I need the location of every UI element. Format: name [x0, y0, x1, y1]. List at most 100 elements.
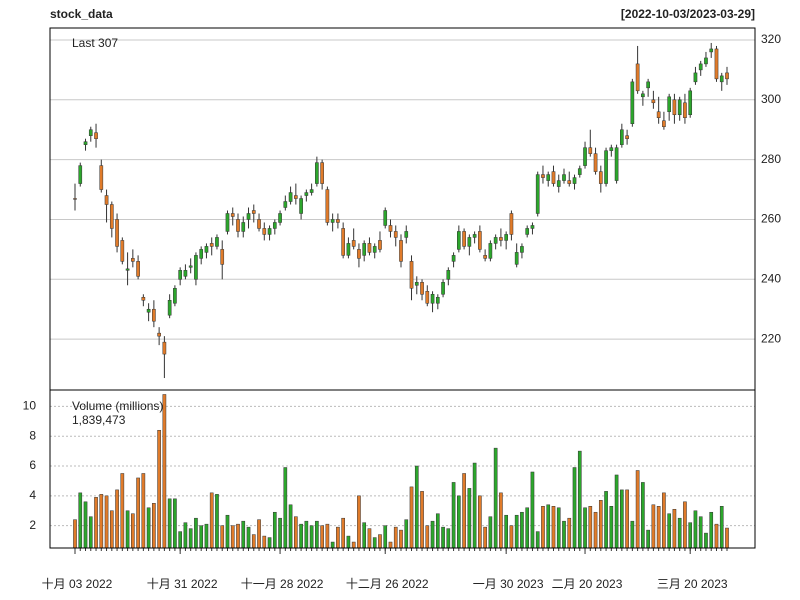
candle-body: [409, 261, 414, 289]
volume-bar: [598, 500, 603, 549]
x-tick-label: 一月 30 2023: [473, 577, 544, 591]
candle-body: [572, 177, 577, 184]
candle-body: [299, 198, 303, 214]
volume-bar: [162, 394, 167, 549]
candle-body: [199, 249, 204, 259]
candle-body: [698, 63, 703, 71]
volume-bar: [593, 511, 598, 549]
volume-last-label: 1,839,473: [72, 413, 126, 427]
volume-bar: [635, 470, 640, 549]
volume-bar: [246, 526, 251, 549]
candle-body: [204, 246, 209, 253]
volume-bar: [83, 501, 88, 549]
candle-body: [709, 48, 714, 53]
candle-body: [472, 234, 477, 238]
volume-bar: [409, 486, 414, 549]
volume-bar: [399, 529, 403, 549]
candle-body: [583, 147, 587, 166]
candle-body: [257, 219, 261, 229]
candle-body: [425, 291, 430, 304]
x-tick-label: 十月 03 2022: [42, 577, 113, 591]
x-tick-label: 十二月 26 2022: [346, 577, 429, 591]
candle-body: [535, 174, 540, 214]
volume-bar: [683, 501, 687, 549]
candle-body: [246, 213, 251, 220]
candle-body: [230, 213, 235, 217]
volume-bar: [404, 519, 409, 549]
y-tick-label: 280: [761, 152, 781, 166]
candle-body: [178, 270, 182, 280]
candle-body: [620, 129, 624, 145]
y-tick-label: 260: [761, 212, 781, 226]
candle-body: [399, 240, 403, 262]
volume-bar: [478, 495, 482, 549]
candle-body: [567, 180, 572, 184]
candle-body: [588, 147, 593, 154]
volume-bar: [257, 519, 261, 549]
volume-bar: [278, 517, 282, 549]
volume-bar: [330, 541, 335, 549]
volume-bar: [530, 471, 535, 549]
volume-bar: [672, 508, 677, 549]
candle-body: [325, 189, 330, 223]
candle-body: [236, 219, 240, 232]
volume-bar: [241, 520, 246, 549]
volume-bar: [115, 489, 119, 549]
candle-body: [372, 246, 377, 253]
candle-body: [88, 129, 93, 136]
candle-body: [267, 228, 272, 235]
volume-bar: [604, 491, 608, 549]
volume-bar: [546, 504, 551, 549]
volume-bar: [499, 492, 503, 549]
candle-body: [162, 341, 167, 355]
volume-bar: [435, 513, 440, 549]
candle-body: [83, 141, 88, 145]
volume-bar: [141, 473, 146, 549]
volume-bar: [173, 498, 177, 549]
volume-bar: [351, 541, 356, 549]
candle-body: [78, 165, 83, 184]
volume-bar: [178, 531, 182, 549]
volume-bar: [562, 520, 566, 549]
candle-body: [520, 246, 524, 253]
candle-body: [99, 165, 104, 190]
candle-body: [115, 219, 119, 247]
volume-bar: [109, 510, 114, 549]
volume-bar: [693, 510, 698, 549]
volume-bar: [146, 507, 151, 549]
volume-bar: [504, 514, 508, 549]
volume-bar: [372, 537, 377, 549]
candle-body: [388, 225, 393, 232]
candle-body: [209, 243, 214, 247]
candle-body: [525, 228, 530, 235]
candle-body: [635, 63, 640, 92]
volume-bar: [199, 525, 204, 549]
volume-bar: [493, 447, 498, 549]
candle-body: [688, 90, 693, 116]
volume-bar: [462, 473, 466, 549]
candle-body: [188, 265, 193, 268]
candle-body: [404, 231, 409, 238]
volume-bar: [714, 523, 719, 549]
volume-bar: [209, 492, 214, 549]
volume-bar: [430, 520, 435, 549]
volume-bar: [194, 517, 198, 549]
candle-body: [530, 225, 535, 229]
volume-bar: [662, 492, 666, 549]
candle-body: [483, 255, 487, 259]
volume-bar: [152, 503, 156, 549]
chart-title: stock_data: [50, 7, 113, 21]
volume-bar: [167, 498, 172, 549]
volume-bar: [131, 513, 135, 549]
candle-body: [435, 297, 440, 304]
volume-label: Volume (millions): [72, 399, 163, 413]
candle-body: [167, 299, 172, 316]
volume-bar: [299, 523, 303, 549]
y2-tick-label: 2: [29, 518, 36, 532]
candle-body: [367, 243, 372, 253]
volume-bar: [704, 532, 708, 549]
candle-body: [94, 132, 98, 139]
volume-bar: [520, 511, 524, 549]
candle-body: [146, 308, 151, 313]
candle-body: [283, 201, 288, 208]
